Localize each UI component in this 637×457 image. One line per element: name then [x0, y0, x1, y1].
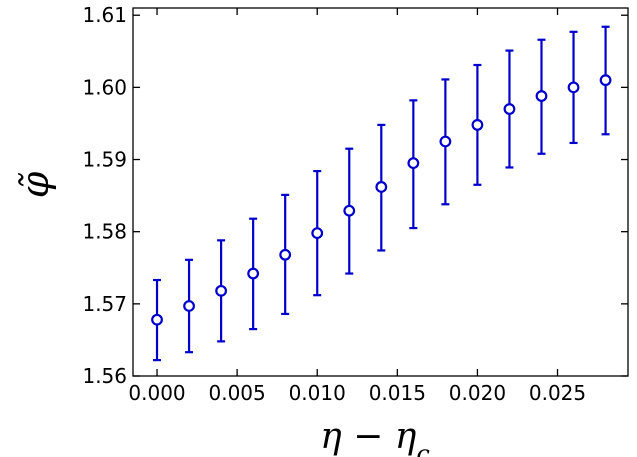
- x-axis: 0.000 0.005 0.010 0.015 0.020 0.025: [128, 8, 586, 405]
- x-tick-label: 0.000: [128, 381, 185, 405]
- error-bars: [153, 25, 610, 362]
- x-tick-label: 0.025: [529, 381, 586, 405]
- data-point: [567, 81, 580, 94]
- data-point: [471, 118, 484, 131]
- data-point: [343, 204, 356, 217]
- data-point: [247, 267, 260, 280]
- data-point: [503, 103, 516, 115]
- x-axis-label-main: η − η: [320, 416, 417, 457]
- x-axis-label: η − ηc: [320, 416, 430, 457]
- data-point: [151, 313, 163, 326]
- data-point: [279, 248, 292, 261]
- y-axis: 1.56 1.57 1.58 1.59 1.60 1.61: [82, 3, 628, 388]
- y-tick-label: 1.56: [82, 364, 127, 388]
- data-point: [311, 227, 324, 240]
- x-axis-label-subscript: c: [416, 440, 429, 457]
- plot-frame: [132, 7, 629, 377]
- data-points: [151, 74, 612, 326]
- data-point: [535, 90, 548, 102]
- y-tick-label: 1.60: [82, 75, 127, 99]
- x-tick-label: 0.020: [449, 381, 506, 405]
- y-tick-label: 1.57: [82, 292, 127, 316]
- data-point: [215, 284, 228, 297]
- x-tick-label: 0.010: [289, 381, 346, 405]
- x-tick-label: 0.005: [208, 381, 265, 405]
- data-point: [439, 135, 452, 148]
- y-tick-label: 1.59: [82, 148, 127, 172]
- data-point: [599, 74, 612, 87]
- data-point: [375, 181, 388, 193]
- y-tick-label: 1.58: [82, 220, 127, 244]
- data-point: [407, 157, 420, 170]
- y-tick-label: 1.61: [82, 3, 127, 27]
- x-tick-label: 0.015: [369, 381, 426, 405]
- data-point: [183, 300, 195, 312]
- y-axis-label: φ̃: [13, 171, 57, 198]
